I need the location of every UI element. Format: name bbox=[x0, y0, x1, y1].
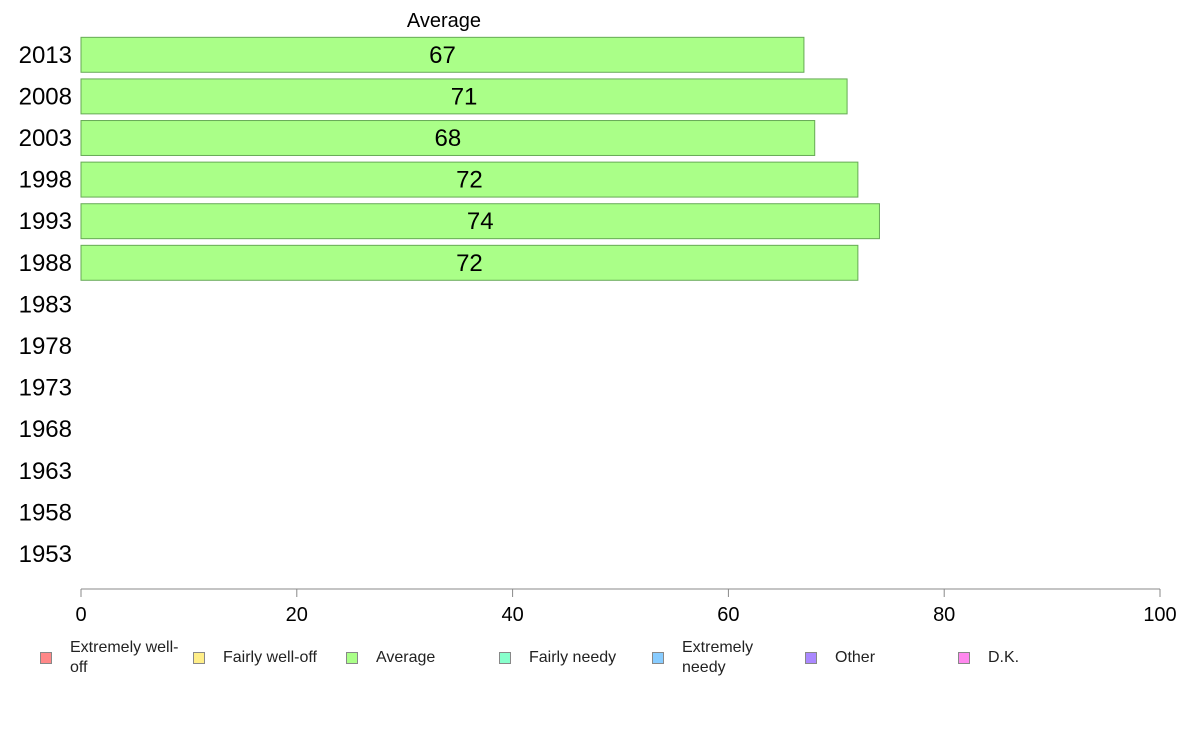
legend-item-extremely-well-off: Extremely well-off bbox=[40, 636, 180, 680]
x-tick-label: 100 bbox=[1143, 604, 1176, 626]
bar bbox=[80, 36, 805, 73]
legend-label: Other bbox=[835, 649, 876, 666]
legend: Extremely well-off Fairly well-off Avera… bbox=[0, 636, 1188, 686]
bar-value-label: 68 bbox=[435, 125, 462, 152]
y-tick-label: 1963 bbox=[19, 458, 72, 485]
bar-chart: Average 67 71 68 72 74 72 2013 2008 2003 1998 199… bbox=[19, 10, 1177, 626]
y-tick-label: 1953 bbox=[19, 541, 72, 568]
legend-item-fairly-needy: Fairly needy bbox=[499, 636, 639, 680]
bar-value-label: 72 bbox=[456, 167, 483, 194]
y-tick-label: 1958 bbox=[19, 499, 72, 526]
legend-swatch bbox=[40, 652, 52, 664]
y-tick-label: 1998 bbox=[19, 167, 72, 194]
legend-item-other: Other bbox=[805, 636, 945, 680]
legend-label: Fairly needy bbox=[529, 649, 617, 666]
y-tick-label: 2003 bbox=[19, 125, 72, 152]
x-tick-label: 20 bbox=[286, 604, 308, 626]
bar-value-label: 74 bbox=[467, 208, 494, 235]
bar-value-label: 72 bbox=[456, 250, 483, 277]
x-axis: 0 20 40 60 80 100 bbox=[75, 588, 1177, 626]
legend-swatch bbox=[193, 652, 205, 664]
bar bbox=[80, 161, 859, 198]
bar bbox=[80, 203, 880, 240]
y-tick-label: 1983 bbox=[19, 291, 72, 318]
bars-group: 67 71 68 72 74 72 bbox=[80, 36, 880, 281]
bar-value-label: 71 bbox=[451, 83, 478, 110]
bar bbox=[80, 244, 859, 281]
legend-label: Extremely needy bbox=[682, 639, 754, 676]
legend-item-extremely-needy: Extremely needy bbox=[652, 636, 772, 680]
y-tick-label: 1993 bbox=[19, 208, 72, 235]
chart-title: Average bbox=[407, 10, 481, 32]
x-tick-label: 0 bbox=[75, 604, 86, 626]
bar bbox=[80, 120, 816, 156]
y-tick-label: 1973 bbox=[19, 375, 72, 402]
legend-swatch bbox=[346, 652, 358, 664]
legend-label: Average bbox=[376, 649, 436, 666]
bar bbox=[80, 78, 848, 115]
legend-swatch bbox=[499, 652, 511, 664]
legend-swatch bbox=[805, 652, 817, 664]
legend-swatch bbox=[652, 652, 664, 664]
legend-item-average: Average bbox=[346, 636, 486, 680]
legend-label: Fairly well-off bbox=[223, 649, 317, 666]
y-tick-label: 2008 bbox=[19, 83, 72, 110]
legend-item-dk: D.K. bbox=[958, 636, 1098, 680]
bar-value-label: 67 bbox=[429, 42, 456, 69]
legend-label: Extremely well-off bbox=[70, 639, 179, 676]
legend-item-fairly-well-off: Fairly well-off bbox=[193, 636, 353, 680]
y-tick-label: 1988 bbox=[19, 250, 72, 277]
y-axis-labels: 2013 2008 2003 1998 1993 1988 1983 1978 1973 1968… bbox=[19, 42, 72, 568]
y-tick-label: 2013 bbox=[19, 42, 72, 69]
y-tick-label: 1978 bbox=[19, 333, 72, 360]
legend-label: D.K. bbox=[988, 649, 1020, 666]
legend-swatch bbox=[958, 652, 970, 664]
x-tick-label: 40 bbox=[501, 604, 523, 626]
x-tick-label: 60 bbox=[717, 604, 739, 626]
y-tick-label: 1968 bbox=[19, 416, 72, 443]
x-tick-label: 80 bbox=[933, 604, 955, 626]
